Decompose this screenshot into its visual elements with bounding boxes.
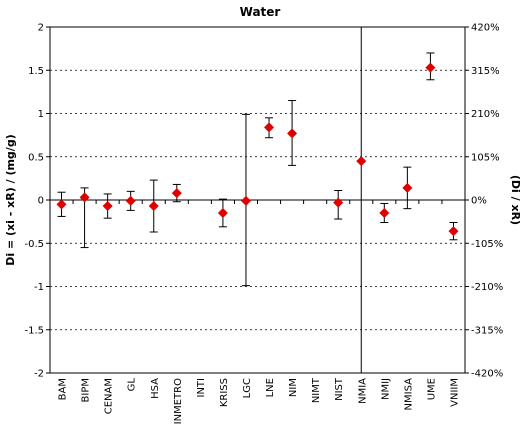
- y-tick-label-left: 2: [38, 23, 44, 34]
- category-labels: BAM BIPM CENAM GL HSA INMETRO INTI KRISS LGC LNE N…: [58, 377, 461, 424]
- data-point-diamond[interactable]: [148, 201, 159, 212]
- data-point-diamond[interactable]: [102, 201, 113, 212]
- data-point-diamond[interactable]: [171, 188, 182, 199]
- x-category-label: UME: [426, 378, 437, 400]
- x-category-label: CENAM: [104, 378, 115, 414]
- x-category-label: VNIIM: [449, 378, 460, 407]
- data-point-diamond[interactable]: [56, 199, 67, 210]
- tick-labels: 2 420% 1.5 315% 1 210% 0.5 105% 0 0% -0.5 -105% -1 -2…: [24, 23, 503, 380]
- y-tick-label-right: 210%: [471, 109, 500, 120]
- x-category-label: NIST: [334, 377, 345, 401]
- x-category-label: NIM: [288, 378, 299, 397]
- data-point-diamond[interactable]: [240, 195, 251, 206]
- y-axis-title-left: Di = (xi - xR) / (mg/g): [4, 134, 17, 265]
- x-category-label: INMETRO: [173, 378, 184, 424]
- x-category-label: HSA: [150, 378, 161, 399]
- x-category-label: NMIA: [357, 378, 368, 404]
- data-point-diamond[interactable]: [217, 207, 228, 218]
- x-category-label: BAM: [58, 378, 69, 400]
- x-category-label: NMISA: [403, 378, 414, 411]
- x-category-label: NIMT: [311, 377, 322, 403]
- y-tick-label-left: 0.5: [28, 152, 44, 163]
- axis-titles: Di = (xi - xR) / (mg/g) (Di / xR): [4, 134, 522, 265]
- error-bars: [57, 52, 458, 287]
- x-category-label: INTI: [196, 378, 207, 398]
- y-tick-label-right: -420%: [471, 369, 503, 380]
- y-tick-label-left: 1: [38, 109, 44, 120]
- data-point-diamond[interactable]: [402, 182, 413, 193]
- data-point-diamond[interactable]: [287, 128, 298, 139]
- y-tick-label-right: 0%: [471, 196, 487, 207]
- chart-title: Water: [240, 5, 281, 19]
- y-tick-label-left: -1.5: [24, 325, 44, 336]
- x-category-label: KRISS: [219, 378, 230, 407]
- y-tick-label-left: -0.5: [24, 239, 44, 250]
- y-tick-label-right: -210%: [471, 282, 503, 293]
- y-tick-label-right: -105%: [471, 239, 503, 250]
- y-tick-label-left: -1: [34, 282, 44, 293]
- y-tick-label-left: 1.5: [28, 66, 44, 77]
- data-point-diamond[interactable]: [333, 197, 344, 208]
- x-category-label: GL: [127, 378, 138, 392]
- x-category-label: LNE: [265, 378, 276, 397]
- y-tick-label-right: 420%: [471, 23, 500, 34]
- y-axis-title-right: (Di / xR): [509, 175, 522, 225]
- y-tick-label-right: -315%: [471, 325, 503, 336]
- y-tick-label-left: -2: [34, 369, 44, 380]
- data-point-diamond[interactable]: [125, 195, 136, 206]
- x-category-label: BIPM: [81, 378, 92, 402]
- data-point-diamond[interactable]: [425, 62, 436, 73]
- y-tick-label-left: 0: [38, 196, 44, 207]
- data-point-diamond[interactable]: [356, 156, 367, 167]
- data-point-diamond[interactable]: [379, 207, 390, 218]
- y-tick-label-right: 105%: [471, 152, 500, 163]
- data-points: [56, 62, 459, 237]
- x-category-label: LGC: [242, 378, 253, 398]
- data-point-diamond[interactable]: [79, 192, 90, 203]
- data-point-diamond[interactable]: [448, 226, 459, 237]
- x-category-label: NMIJ: [380, 378, 391, 400]
- axes: [46, 26, 469, 374]
- data-point-diamond[interactable]: [264, 122, 275, 133]
- y-tick-label-right: 315%: [471, 66, 500, 77]
